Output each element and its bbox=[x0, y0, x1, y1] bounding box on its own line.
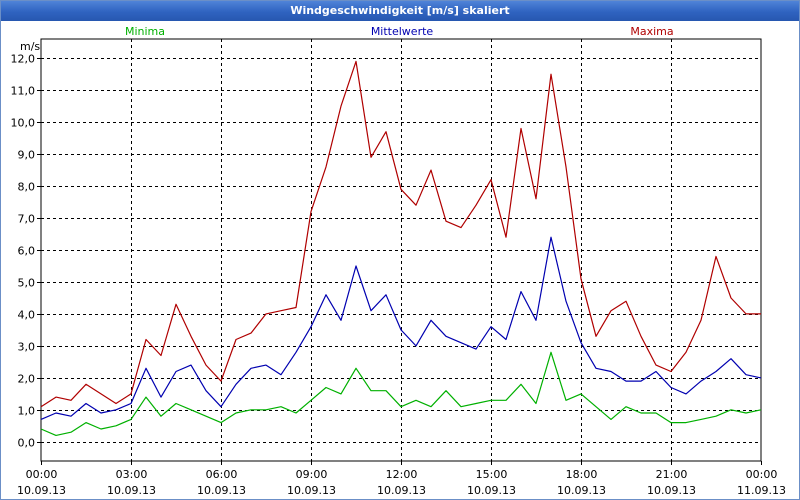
x-tick-date: 10.09.13 bbox=[557, 484, 606, 497]
legend-min: Minima bbox=[125, 25, 165, 38]
x-tick-date: 10.09.13 bbox=[377, 484, 426, 497]
x-tick-date: 10.09.13 bbox=[467, 484, 516, 497]
x-tick-date: 10.09.13 bbox=[287, 484, 336, 497]
y-tick-label: 10,0 bbox=[11, 117, 36, 130]
x-tick-date: 10.09.13 bbox=[17, 484, 66, 497]
series-line-max bbox=[40, 60, 761, 408]
x-tick-time: 03:00 bbox=[116, 468, 148, 481]
x-tick-time: 21:00 bbox=[656, 468, 688, 481]
series-line-min bbox=[40, 351, 762, 436]
y-tick-label: 2,0 bbox=[18, 373, 36, 386]
x-tick-date: 11.09.13 bbox=[737, 484, 786, 497]
y-tick-label: 0,0 bbox=[18, 437, 36, 450]
x-tick-time: 06:00 bbox=[206, 468, 238, 481]
y-tick-label: 1,0 bbox=[18, 405, 36, 418]
y-tick-label: 11,0 bbox=[11, 85, 36, 98]
y-tick-label: 7,0 bbox=[18, 213, 36, 226]
x-tick-time: 09:00 bbox=[296, 468, 328, 481]
y-axis-unit: m/s bbox=[20, 40, 40, 53]
y-tick-label: 5,0 bbox=[18, 277, 36, 290]
legend-max: Maxima bbox=[630, 25, 673, 38]
x-tick-time: 12:00 bbox=[386, 468, 418, 481]
y-tick-label: 6,0 bbox=[18, 245, 36, 258]
x-tick-date: 10.09.13 bbox=[107, 484, 156, 497]
y-tick-label: 12,0 bbox=[11, 53, 36, 66]
x-tick-date: 10.09.13 bbox=[197, 484, 246, 497]
x-tick-time: 00:00 bbox=[26, 468, 58, 481]
legend-mean: Mittelwerte bbox=[371, 25, 434, 38]
x-tick-time: 15:00 bbox=[476, 468, 508, 481]
window-title: Windgeschwindigkeit [m/s] skaliert bbox=[1, 1, 799, 21]
series-line-mean bbox=[40, 236, 762, 420]
x-tick-date: 10.09.13 bbox=[647, 484, 696, 497]
x-tick-time: 00:00 bbox=[746, 468, 778, 481]
y-tick-label: 4,0 bbox=[18, 309, 36, 322]
y-tick-label: 8,0 bbox=[18, 181, 36, 194]
y-tick-label: 3,0 bbox=[18, 341, 36, 354]
x-tick-time: 18:00 bbox=[566, 468, 598, 481]
y-tick-label: 9,0 bbox=[18, 149, 36, 162]
